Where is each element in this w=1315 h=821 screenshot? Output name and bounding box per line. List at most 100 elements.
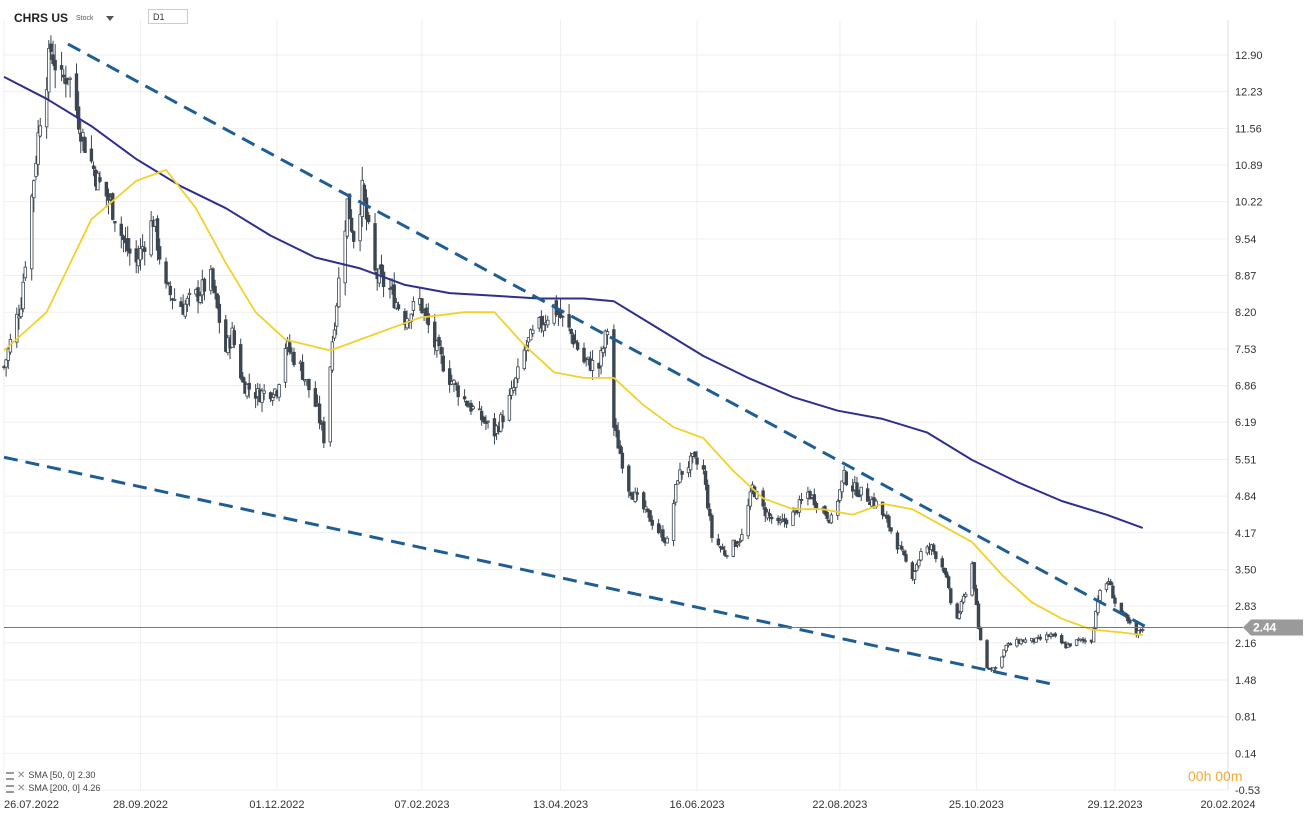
- candle-countdown: 00h 00m: [1188, 768, 1243, 784]
- x-tick-label: 20.02.2024: [1200, 799, 1255, 811]
- candle-body: [388, 287, 392, 290]
- candles-layer: [2, 35, 1145, 673]
- symbol-type: Stock: [76, 14, 94, 22]
- indicator-label: SMA [50, 0]: [28, 770, 75, 780]
- chevron-down-icon[interactable]: [105, 15, 114, 21]
- candle-body: [708, 508, 712, 517]
- candle-body: [300, 361, 305, 380]
- sma50-line: [3, 169, 1143, 636]
- remove-indicator-icon[interactable]: ✕: [17, 783, 26, 794]
- candle-body: [89, 148, 94, 162]
- candle-body: [19, 308, 23, 317]
- candle-body: [912, 571, 917, 580]
- candle-body: [844, 471, 848, 486]
- candle-body: [38, 125, 42, 137]
- candle-body: [836, 500, 840, 516]
- candle-body: [674, 484, 678, 503]
- candle-body: [439, 346, 443, 355]
- x-tick-label: 29.12.2023: [1087, 799, 1142, 811]
- candle-body: [347, 193, 352, 220]
- candle-body: [769, 516, 774, 520]
- y-tick-label: 3.50: [1235, 564, 1256, 576]
- candle-body: [454, 383, 458, 385]
- y-tick-label: 8.20: [1235, 307, 1256, 319]
- candle-body: [364, 197, 369, 220]
- candle-body: [635, 492, 640, 495]
- candle-body: [546, 319, 550, 326]
- candle-body: [932, 544, 936, 552]
- candle-body: [644, 506, 648, 510]
- candle-body: [575, 342, 580, 350]
- y-tick-label: 9.54: [1235, 234, 1256, 246]
- symbol-selector[interactable]: CHRS US Stock: [14, 8, 114, 28]
- candle-body: [573, 340, 578, 344]
- indicator-sma200: ✕ SMA [200, 0] 4.26: [6, 782, 100, 795]
- candle-body: [437, 336, 441, 347]
- candle-body: [396, 304, 401, 310]
- candle-body: [917, 559, 921, 567]
- candle-body: [671, 503, 676, 541]
- candle-body: [1081, 639, 1085, 641]
- candle-body: [482, 416, 486, 423]
- indicator-settings-icon[interactable]: [6, 771, 14, 780]
- candle-body: [1126, 614, 1130, 622]
- candle-body: [172, 299, 177, 301]
- candle-body: [247, 382, 251, 390]
- candle-body: [1062, 641, 1066, 644]
- trendline: [67, 42, 1152, 631]
- candle-body: [959, 601, 964, 613]
- candle-body: [516, 366, 520, 380]
- candle-body: [814, 503, 819, 509]
- x-tick-label: 26.07.2022: [4, 799, 59, 811]
- candle-body: [143, 247, 147, 252]
- last-price-tag: [1243, 619, 1303, 636]
- candle-body: [34, 162, 38, 177]
- candle-body: [15, 313, 19, 343]
- candle-body: [705, 484, 710, 509]
- candle-body: [865, 488, 870, 502]
- remove-indicator-icon[interactable]: ✕: [17, 770, 26, 781]
- y-tick-label: 2.16: [1235, 638, 1256, 650]
- candle-body: [352, 231, 356, 242]
- candle-body: [895, 532, 900, 550]
- candle-body: [1109, 581, 1113, 586]
- candle-body: [799, 499, 804, 501]
- y-tick-label: 0.81: [1235, 712, 1256, 724]
- candle-body: [701, 465, 706, 470]
- candle-body: [307, 378, 311, 391]
- candle-body: [1119, 602, 1124, 613]
- candle-body: [586, 356, 590, 360]
- candle-body: [328, 366, 332, 443]
- candle-body: [767, 513, 772, 516]
- candle-body: [776, 517, 780, 522]
- candle-body: [81, 132, 85, 138]
- candle-body: [1045, 634, 1049, 641]
- candle-body: [859, 486, 863, 496]
- candle-body: [44, 89, 49, 128]
- candle-body: [196, 287, 200, 302]
- timeframe-select[interactable]: D1: [148, 9, 188, 24]
- y-tick-label: 12.90: [1235, 50, 1263, 62]
- candle-body: [155, 218, 160, 251]
- candle-body: [211, 268, 215, 289]
- candle-body: [618, 445, 622, 454]
- y-tick-label: 11.56: [1235, 123, 1262, 135]
- x-tick-label: 16.06.2023: [670, 799, 725, 811]
- indicator-label: SMA [200, 0]: [28, 783, 80, 793]
- candle-body: [270, 397, 275, 401]
- indicator-sma50: ✕ SMA [50, 0] 2.30: [6, 769, 100, 782]
- candle-body: [985, 640, 989, 669]
- candle-body: [30, 195, 34, 270]
- candle-body: [433, 321, 437, 348]
- candle-body: [919, 551, 923, 561]
- last-price-label: 2.44: [1253, 620, 1277, 634]
- candle-body: [661, 529, 665, 542]
- candle-body: [17, 315, 21, 319]
- candle-body: [972, 562, 976, 590]
- candle-body: [113, 221, 117, 224]
- indicator-settings-icon[interactable]: [6, 784, 14, 793]
- candle-body: [424, 307, 428, 317]
- candle-body: [136, 258, 141, 267]
- candle-body: [262, 390, 266, 394]
